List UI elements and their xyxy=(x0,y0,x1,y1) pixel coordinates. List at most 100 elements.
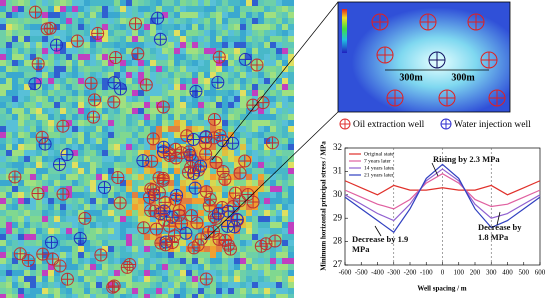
legend-label: 7 years later xyxy=(364,158,391,164)
map-cell xyxy=(276,150,282,156)
map-cell xyxy=(222,48,228,54)
map-cell xyxy=(120,192,126,198)
map-cell xyxy=(120,210,126,216)
map-cell xyxy=(288,60,294,66)
map-cell xyxy=(132,198,138,204)
map-cell xyxy=(78,120,84,126)
map-cell xyxy=(270,132,276,138)
map-cell xyxy=(30,66,36,72)
map-cell xyxy=(72,282,78,288)
map-cell xyxy=(258,36,264,42)
well xyxy=(213,51,226,64)
map-cell xyxy=(180,180,186,186)
map-cell xyxy=(198,228,204,234)
well xyxy=(377,47,393,63)
map-cell xyxy=(204,90,210,96)
map-cell xyxy=(30,126,36,132)
map-cell xyxy=(162,6,168,12)
annotation-arrow xyxy=(374,225,382,237)
map-cell xyxy=(60,72,66,78)
map-cell xyxy=(78,30,84,36)
map-cell xyxy=(210,108,216,114)
map-cell xyxy=(36,36,42,42)
map-cell xyxy=(6,240,12,246)
map-cell xyxy=(234,54,240,60)
map-cell xyxy=(234,252,240,258)
map-cell xyxy=(0,282,6,288)
map-cell xyxy=(144,216,150,222)
map-cell xyxy=(186,180,192,186)
map-cell xyxy=(132,204,138,210)
map-cell xyxy=(240,186,246,192)
map-cell xyxy=(84,270,90,276)
annotation-arrow xyxy=(431,162,439,177)
map-cell xyxy=(144,150,150,156)
map-cell xyxy=(186,204,192,210)
map-cell xyxy=(18,54,24,60)
map-cell xyxy=(24,66,30,72)
map-cell xyxy=(6,96,12,102)
map-cell xyxy=(150,96,156,102)
map-cell xyxy=(150,162,156,168)
map-cell xyxy=(12,138,18,144)
map-cell xyxy=(90,84,96,90)
map-cell xyxy=(222,126,228,132)
map-cell xyxy=(192,0,198,6)
map-cell xyxy=(24,294,30,298)
map-cell xyxy=(264,276,270,282)
map-cell xyxy=(0,138,6,144)
map-cell xyxy=(108,0,114,6)
map-cell xyxy=(150,54,156,60)
map-cell xyxy=(48,144,54,150)
map-cell xyxy=(174,144,180,150)
map-cell xyxy=(30,240,36,246)
well xyxy=(53,260,66,273)
map-cell xyxy=(180,90,186,96)
map-cell xyxy=(72,90,78,96)
map-cell xyxy=(252,54,258,60)
map-cell xyxy=(264,36,270,42)
map-cell xyxy=(264,120,270,126)
map-cell xyxy=(252,132,258,138)
map-cell xyxy=(102,42,108,48)
map-cell xyxy=(192,6,198,12)
well xyxy=(166,236,179,249)
map-cell xyxy=(222,288,228,294)
map-cell xyxy=(102,210,108,216)
map-cell xyxy=(60,0,66,6)
map-cell xyxy=(168,42,174,48)
map-cell xyxy=(54,174,60,180)
map-cell xyxy=(276,12,282,18)
map-cell xyxy=(0,0,6,6)
well xyxy=(247,196,260,209)
map-cell xyxy=(186,78,192,84)
map-cell xyxy=(204,30,210,36)
map-cell xyxy=(144,30,150,36)
map-cell xyxy=(240,18,246,24)
map-cell xyxy=(192,258,198,264)
map-cell xyxy=(174,102,180,108)
map-cell xyxy=(240,276,246,282)
map-cell xyxy=(252,246,258,252)
map-cell xyxy=(12,246,18,252)
map-cell xyxy=(48,246,54,252)
map-cell xyxy=(54,198,60,204)
map-cell xyxy=(102,204,108,210)
map-cell xyxy=(222,162,228,168)
map-cell xyxy=(198,12,204,18)
map-cell xyxy=(150,210,156,216)
map-cell xyxy=(192,48,198,54)
map-cell xyxy=(66,90,72,96)
map-cell xyxy=(270,240,276,246)
map-cell xyxy=(204,36,210,42)
map-cell xyxy=(222,198,228,204)
map-cell xyxy=(240,150,246,156)
map-cell xyxy=(0,114,6,120)
map-cell xyxy=(210,18,216,24)
map-cell xyxy=(90,252,96,258)
map-cell xyxy=(108,282,114,288)
map-cell xyxy=(210,6,216,12)
map-cell xyxy=(288,186,294,192)
map-cell xyxy=(156,288,162,294)
map-cell xyxy=(228,114,234,120)
